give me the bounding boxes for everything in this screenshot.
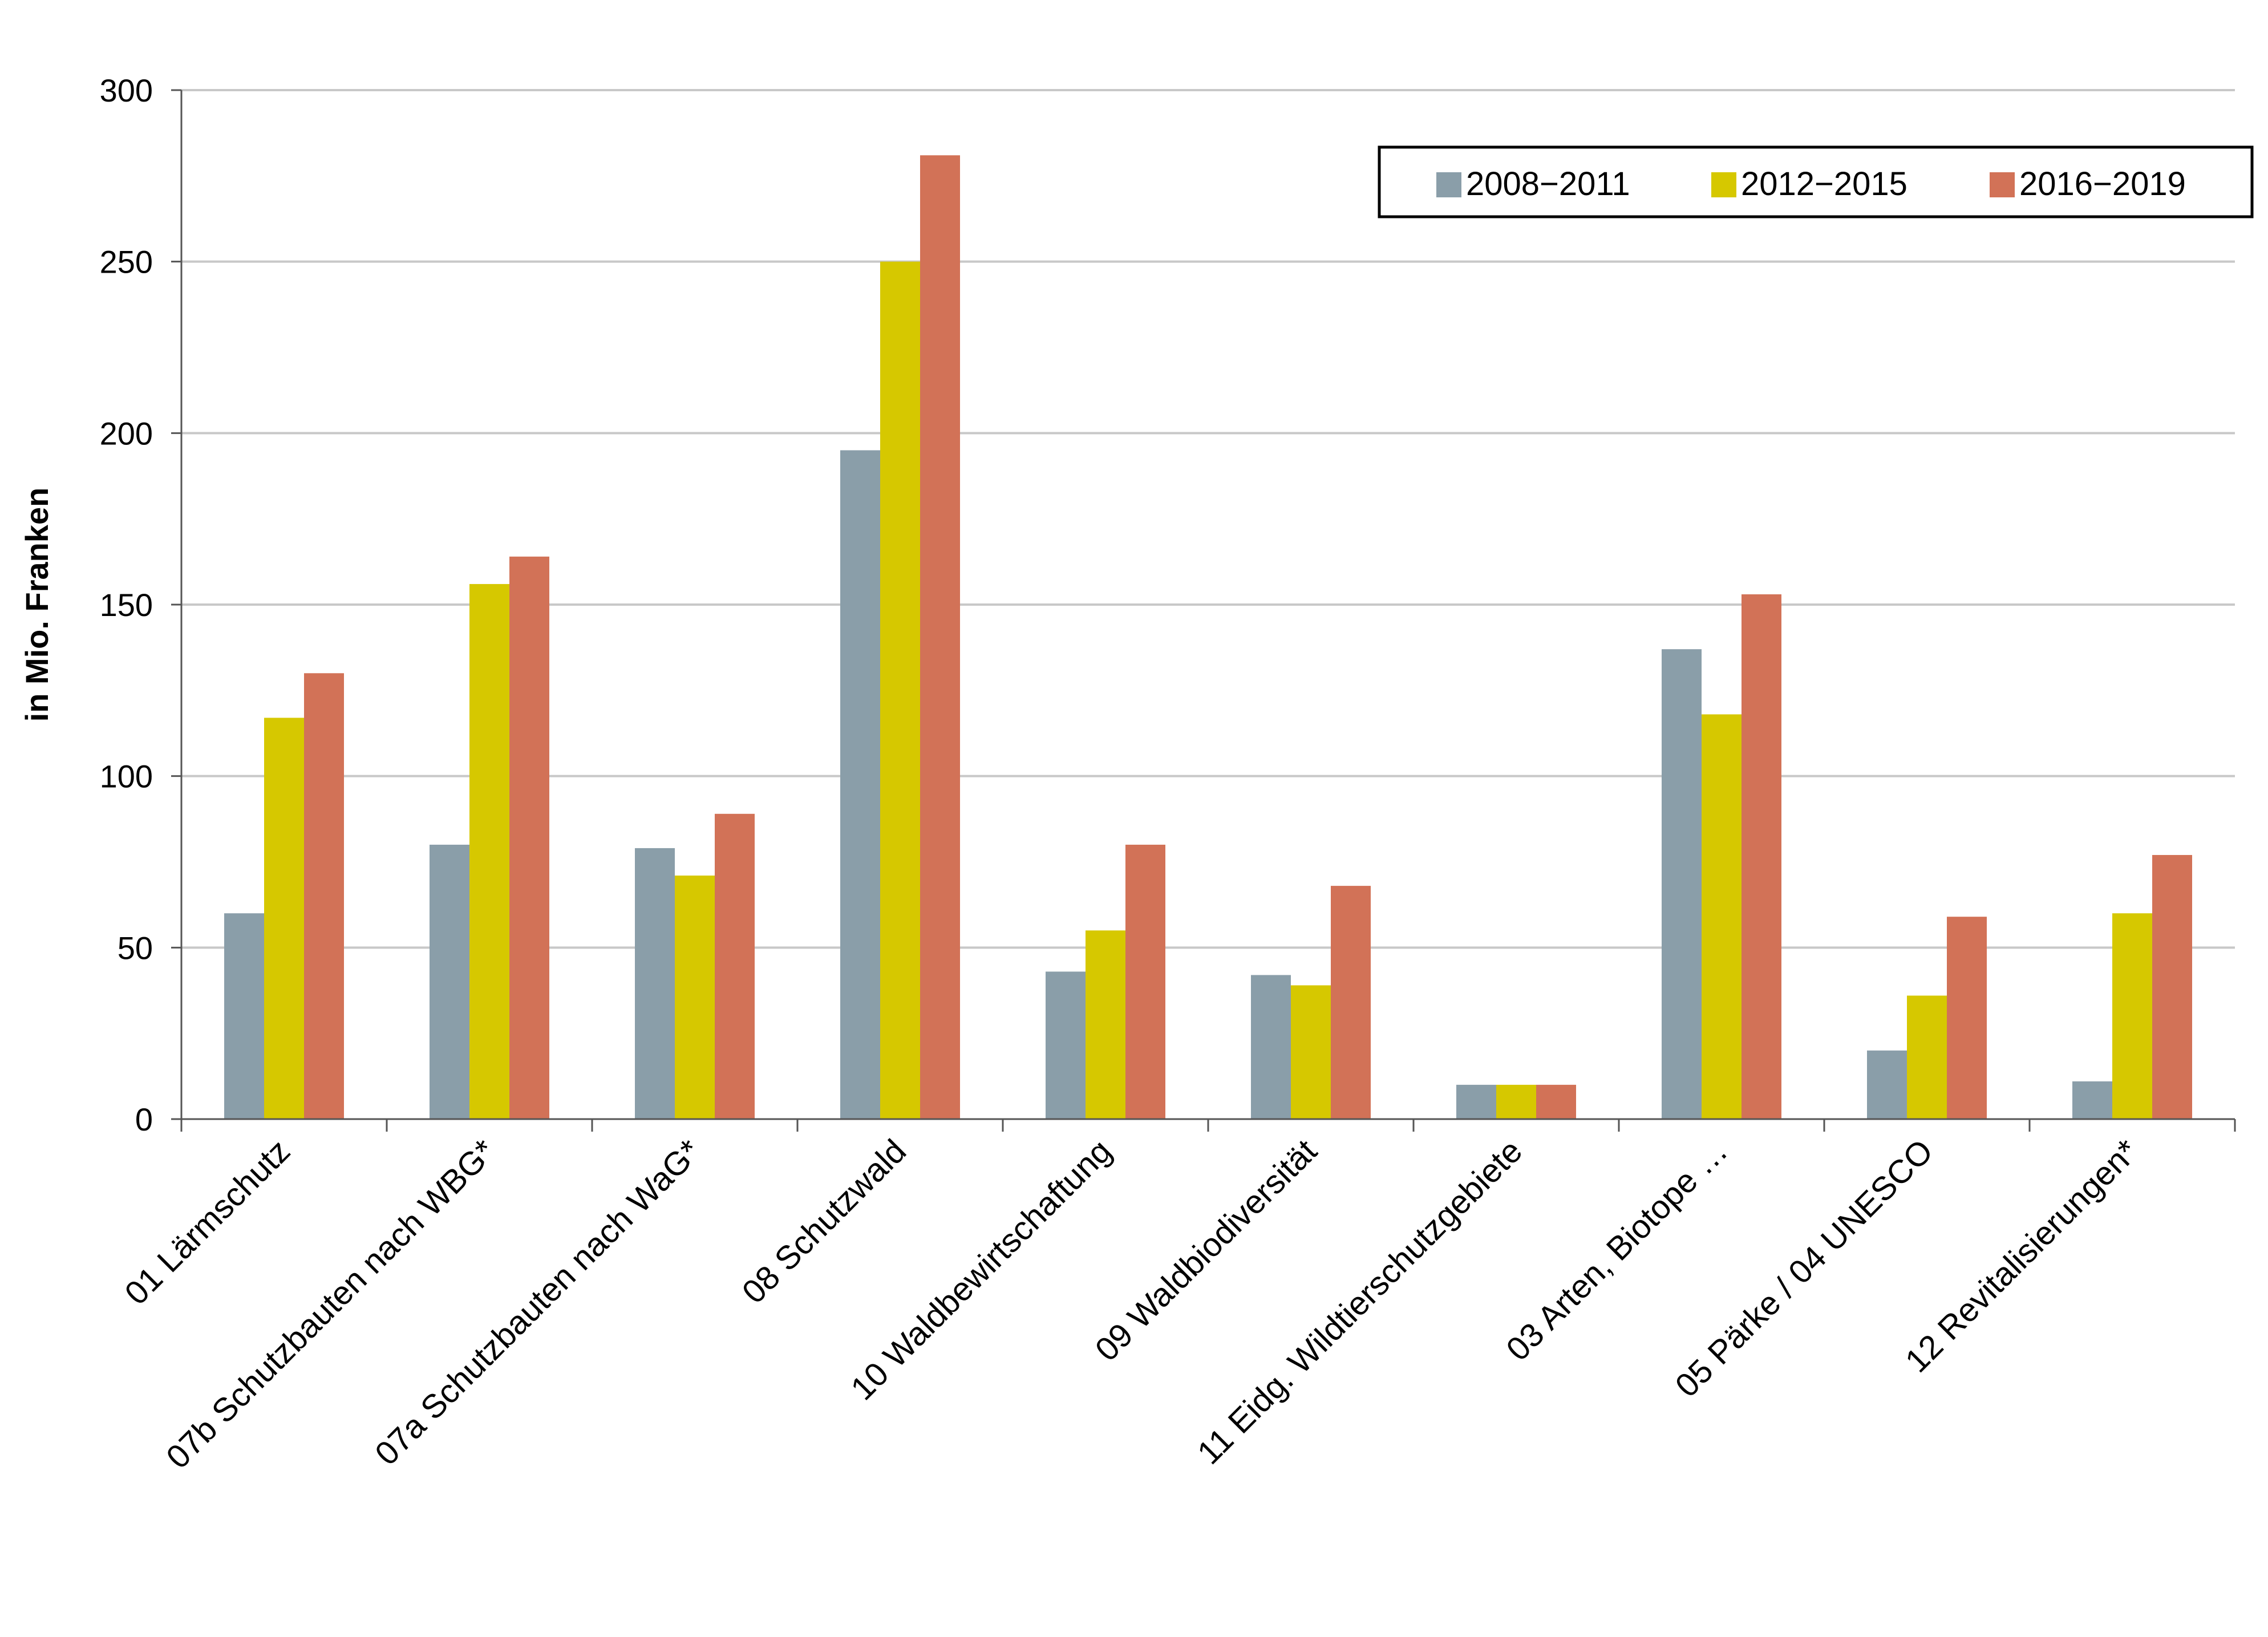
y-tick-label: 50	[118, 930, 153, 966]
bar-2-9	[1907, 995, 1947, 1119]
bars	[224, 155, 2192, 1120]
y-tick-label: 200	[100, 415, 153, 451]
legend-swatch-2	[1711, 172, 1736, 197]
legend-label-2: 2012−2015	[1741, 165, 1907, 202]
y-tick-label: 0	[135, 1101, 153, 1137]
y-tick-label: 150	[100, 587, 153, 623]
x-tick-label: 07a Schutzbauten nach WaG*	[368, 1132, 708, 1472]
bar-3-8	[1742, 594, 1781, 1119]
bar-3-9	[1947, 917, 1987, 1119]
bar-1-10	[2072, 1081, 2112, 1119]
bar-2-4	[880, 261, 920, 1120]
bar-2-7	[1496, 1084, 1536, 1119]
legend-swatch-3	[1990, 172, 2015, 197]
x-tick-label: 11 Eidg. Wildtierschutzgebiete	[1190, 1132, 1530, 1472]
y-axis-label: in Mio. Franken	[19, 488, 55, 722]
bar-1-7	[1456, 1084, 1496, 1119]
bar-3-10	[2152, 854, 2192, 1119]
legend-box	[1378, 145, 2254, 218]
x-tick-label: 07b Schutzbauten nach WBG*	[159, 1132, 503, 1476]
y-tick-label: 250	[100, 244, 153, 280]
x-tick-label: 01 Lärmschutz	[118, 1132, 297, 1312]
bar-2-10	[2112, 913, 2152, 1119]
bar-1-9	[1867, 1050, 1907, 1119]
bar-3-7	[1536, 1084, 1576, 1119]
bar-2-8	[1702, 714, 1742, 1119]
x-tick-label: 08 Schutzwald	[735, 1132, 913, 1311]
bar-3-4	[920, 155, 960, 1120]
legend-label-3: 2016−2019	[2019, 165, 2186, 202]
bar-2-1	[264, 718, 304, 1119]
legend: 2008−2011 2012−2015 2016−2019	[1378, 145, 2254, 218]
x-tick-label: 12 Revitalisierungen*	[1898, 1132, 2146, 1380]
bar-1-2	[430, 844, 469, 1119]
bar-2-3	[675, 876, 715, 1119]
bar-1-8	[1662, 649, 1702, 1119]
y-tick-label: 300	[100, 72, 153, 108]
x-tick-label: 09 Waldbiodiversität	[1088, 1132, 1324, 1368]
bar-1-1	[224, 913, 264, 1119]
y-tick-labels: 0 50 100 150 200 250 300	[100, 72, 153, 1137]
x-tick-label: 03 Arten, Biotope …	[1499, 1132, 1735, 1368]
bar-1-5	[1046, 971, 1086, 1119]
legend-swatch-1	[1436, 172, 1461, 197]
bar-3-5	[1125, 844, 1165, 1119]
axes	[180, 90, 2236, 1132]
bar-3-3	[715, 813, 755, 1119]
bar-1-3	[635, 848, 675, 1119]
y-tick-label: 100	[100, 759, 153, 795]
bar-1-6	[1251, 975, 1291, 1119]
bar-2-6	[1291, 985, 1331, 1119]
bar-3-1	[304, 673, 344, 1119]
bar-1-4	[840, 450, 880, 1119]
bar-2-5	[1086, 930, 1125, 1119]
bar-2-2	[469, 584, 509, 1119]
bar-3-6	[1331, 886, 1371, 1119]
bar-3-2	[509, 556, 549, 1119]
legend-label-1: 2008−2011	[1466, 165, 1630, 202]
